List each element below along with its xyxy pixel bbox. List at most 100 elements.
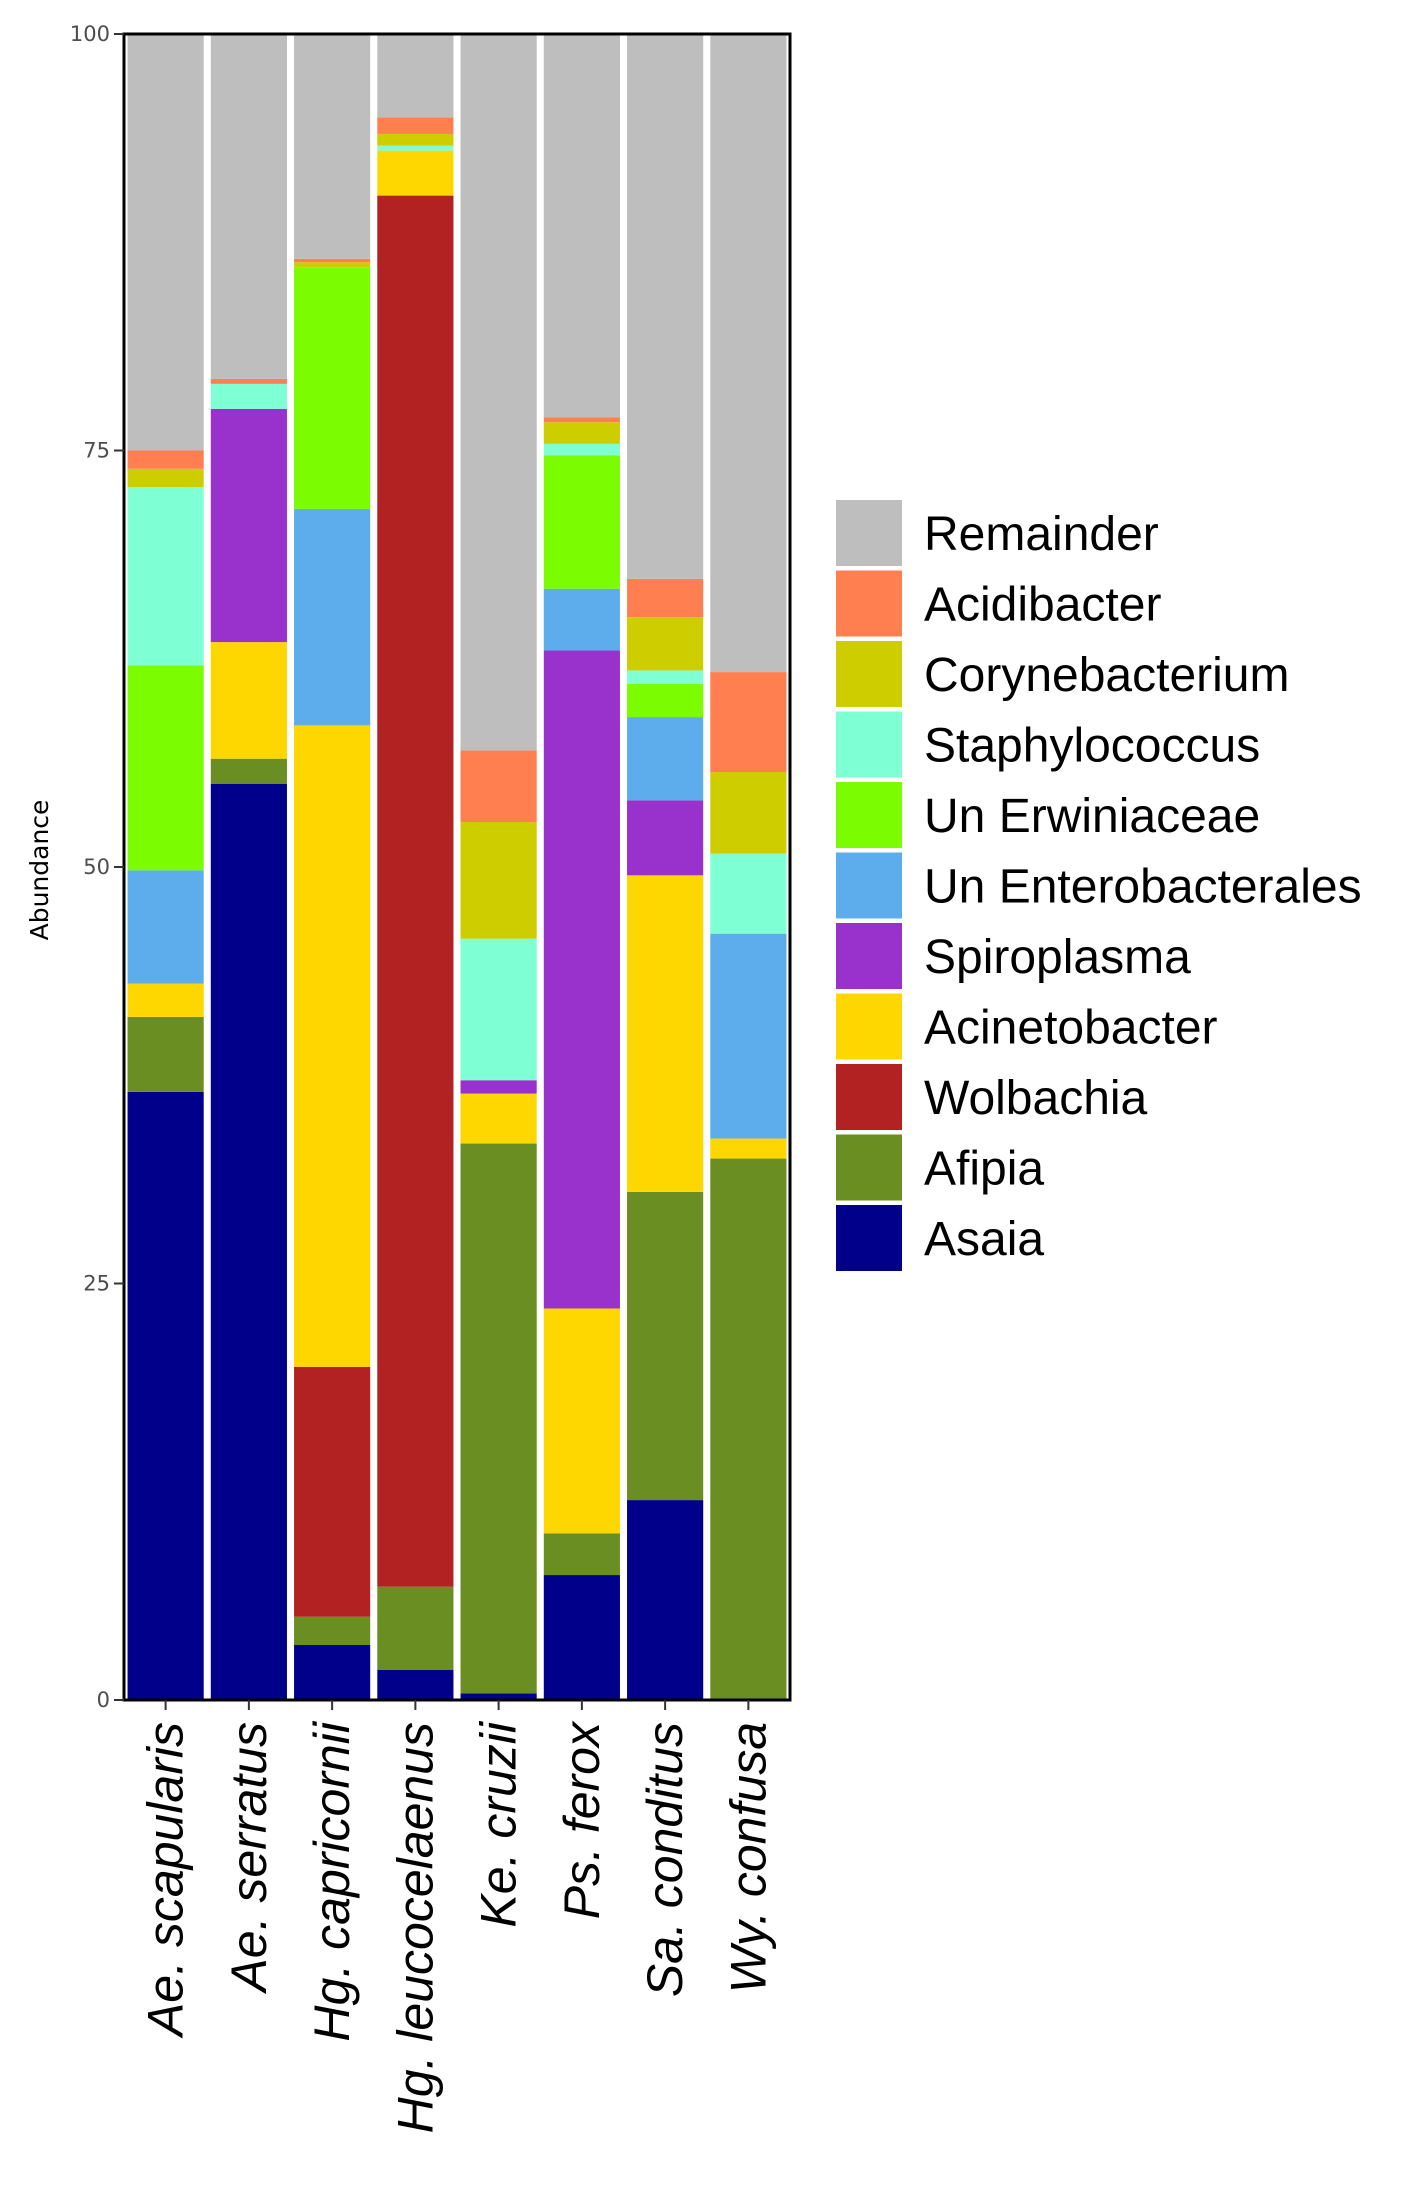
- bar-wy-confusa-remainder: [710, 34, 787, 673]
- bar-ae-scapularis-acidibacter: [127, 450, 204, 469]
- bar-wy-confusa-afipia: [710, 1158, 787, 1700]
- legend-key-asaia: [836, 1205, 902, 1271]
- bar-hg-leucocelaenus-corynebacterium: [377, 133, 454, 146]
- bar-ae-serratus-afipia: [210, 758, 287, 784]
- bar-hg-capricornii-remainder: [294, 34, 371, 259]
- bar-ke-cruzii-acinetobacter: [460, 1093, 537, 1144]
- bar-hg-capricornii-afipia: [294, 1616, 371, 1646]
- bar-wy-confusa-staphylococcus: [710, 853, 787, 934]
- bar-wy-confusa-un-enterobacterales: [710, 933, 787, 1139]
- bar-ae-serratus-spiroplasma: [210, 408, 287, 643]
- bar-ps-ferox-staphylococcus: [543, 443, 620, 456]
- legend-label-un-erwiniaceae: Un Erwiniaceae: [924, 790, 1260, 843]
- bar-ae-scapularis-asaia: [127, 1091, 204, 1700]
- y-axis-title: Abundance: [25, 800, 54, 941]
- x-tick-label-ae-serratus: Ae. serratus: [221, 1722, 277, 1995]
- bar-hg-capricornii-acidibacter: [294, 258, 371, 263]
- bar-ae-serratus-remainder: [210, 34, 287, 379]
- legend-label-remainder: Remainder: [924, 508, 1159, 561]
- legend-label-asaia: Asaia: [924, 1213, 1044, 1266]
- legend-label-spiroplasma: Spiroplasma: [924, 931, 1191, 984]
- bar-hg-capricornii-wolbachia: [294, 1366, 371, 1617]
- y-tick-label: 0: [97, 1688, 110, 1712]
- x-tick-label-hg-leucocelaenus: Hg. leucocelaenus: [387, 1722, 443, 2133]
- bar-hg-leucocelaenus-acinetobacter: [377, 150, 454, 196]
- legend-key-afipia: [836, 1134, 902, 1201]
- bar-ke-cruzii-corynebacterium: [460, 822, 537, 939]
- bar-hg-leucocelaenus-staphylococcus: [377, 145, 454, 151]
- bar-ps-ferox-asaia: [543, 1575, 620, 1700]
- legend-label-staphylococcus: Staphylococcus: [924, 720, 1260, 773]
- bar-ae-scapularis-corynebacterium: [127, 468, 204, 488]
- bar-wy-confusa-corynebacterium: [710, 772, 787, 854]
- legend-key-acidibacter: [836, 570, 902, 637]
- bar-hg-capricornii-corynebacterium: [294, 262, 371, 268]
- bar-hg-leucocelaenus-wolbachia: [377, 195, 454, 1587]
- bar-sa-conditus-acidibacter: [627, 578, 704, 618]
- bar-wy-confusa-acidibacter: [710, 672, 787, 773]
- bar-hg-leucocelaenus-afipia: [377, 1586, 454, 1671]
- bar-hg-leucocelaenus-remainder: [377, 34, 454, 118]
- bar-ke-cruzii-remainder: [460, 34, 537, 751]
- bar-ae-serratus-acidibacter: [210, 378, 287, 384]
- legend-label-acinetobacter: Acinetobacter: [924, 1002, 1218, 1055]
- bar-ae-serratus-staphylococcus: [210, 383, 287, 409]
- bar-ps-ferox-remainder: [543, 34, 620, 418]
- legend-label-wolbachia: Wolbachia: [924, 1072, 1148, 1125]
- bar-ke-cruzii-acidibacter: [460, 750, 537, 823]
- bar-ps-ferox-corynebacterium: [543, 422, 620, 444]
- legend: Remainder Acidibacter Corynebacterium Staph…: [836, 500, 1362, 1271]
- bar-ps-ferox-un-erwiniaceae: [543, 455, 620, 589]
- bar-ps-ferox-acidibacter: [543, 417, 620, 423]
- x-tick-label-ps-ferox: Ps. ferox: [554, 1720, 610, 1919]
- bar-ke-cruzii-asaia: [460, 1693, 537, 1700]
- y-tick-label: 25: [83, 1272, 110, 1296]
- bar-sa-conditus-acinetobacter: [627, 875, 704, 1192]
- legend-label-acidibacter: Acidibacter: [924, 579, 1161, 632]
- bar-hg-capricornii-asaia: [294, 1645, 371, 1700]
- legend-label-afipia: Afipia: [924, 1143, 1044, 1196]
- x-tick-label-hg-capricornii: Hg. capricornii: [304, 1720, 360, 2041]
- axes: 0 25 50 75 100 Ae. scapularis Ae. serratus Hg. …: [70, 22, 792, 2133]
- bar-sa-conditus-afipia: [627, 1191, 704, 1501]
- bar-hg-leucocelaenus-acidibacter: [377, 117, 454, 134]
- legend-key-un-enterobacterales: [836, 852, 902, 919]
- bar-ke-cruzii-staphylococcus: [460, 938, 537, 1081]
- bar-hg-leucocelaenus-asaia: [377, 1670, 454, 1700]
- y-tick-label: 75: [83, 439, 110, 463]
- bar-ae-scapularis-acinetobacter: [127, 983, 204, 1017]
- bar-hg-capricornii-un-enterobacterales: [294, 508, 371, 726]
- legend-key-corynebacterium: [836, 641, 902, 707]
- bars: [127, 34, 787, 1700]
- x-tick-label-wy-confusa: Wy. confusa: [720, 1722, 776, 1993]
- x-tick-label-ae-scapularis: Ae. scapularis: [138, 1722, 194, 2039]
- bar-ae-serratus-acinetobacter: [210, 642, 287, 759]
- bar-ps-ferox-un-enterobacterales: [543, 588, 620, 651]
- legend-key-staphylococcus: [836, 711, 902, 778]
- bar-sa-conditus-un-erwiniaceae: [627, 683, 704, 718]
- bar-ae-scapularis-un-enterobacterales: [127, 870, 204, 984]
- bar-ke-cruzii-afipia: [460, 1143, 537, 1694]
- bar-sa-conditus-asaia: [627, 1500, 704, 1700]
- bar-ae-scapularis-remainder: [127, 34, 204, 451]
- legend-label-un-enterobacterales: Un Enterobacterales: [924, 861, 1362, 914]
- bar-sa-conditus-corynebacterium: [627, 617, 704, 671]
- bar-ae-scapularis-un-erwiniaceae: [127, 665, 204, 871]
- bar-ps-ferox-spiroplasma: [543, 650, 620, 1309]
- bar-ae-scapularis-staphylococcus: [127, 487, 204, 666]
- legend-key-acinetobacter: [836, 993, 902, 1060]
- legend-key-un-erwiniaceae: [836, 782, 902, 848]
- bar-sa-conditus-remainder: [627, 34, 704, 579]
- bar-ae-serratus-asaia: [210, 783, 287, 1700]
- bar-sa-conditus-staphylococcus: [627, 670, 704, 684]
- bar-hg-capricornii-acinetobacter: [294, 725, 371, 1367]
- bar-sa-conditus-spiroplasma: [627, 800, 704, 876]
- bar-sa-conditus-un-enterobacterales: [627, 717, 704, 801]
- bar-hg-capricornii-un-erwiniaceae: [294, 267, 371, 509]
- legend-key-remainder: [836, 500, 902, 566]
- legend-label-corynebacterium: Corynebacterium: [924, 649, 1289, 702]
- bar-ps-ferox-acinetobacter: [543, 1308, 620, 1534]
- y-tick-label: 50: [83, 855, 110, 879]
- bar-ps-ferox-afipia: [543, 1533, 620, 1576]
